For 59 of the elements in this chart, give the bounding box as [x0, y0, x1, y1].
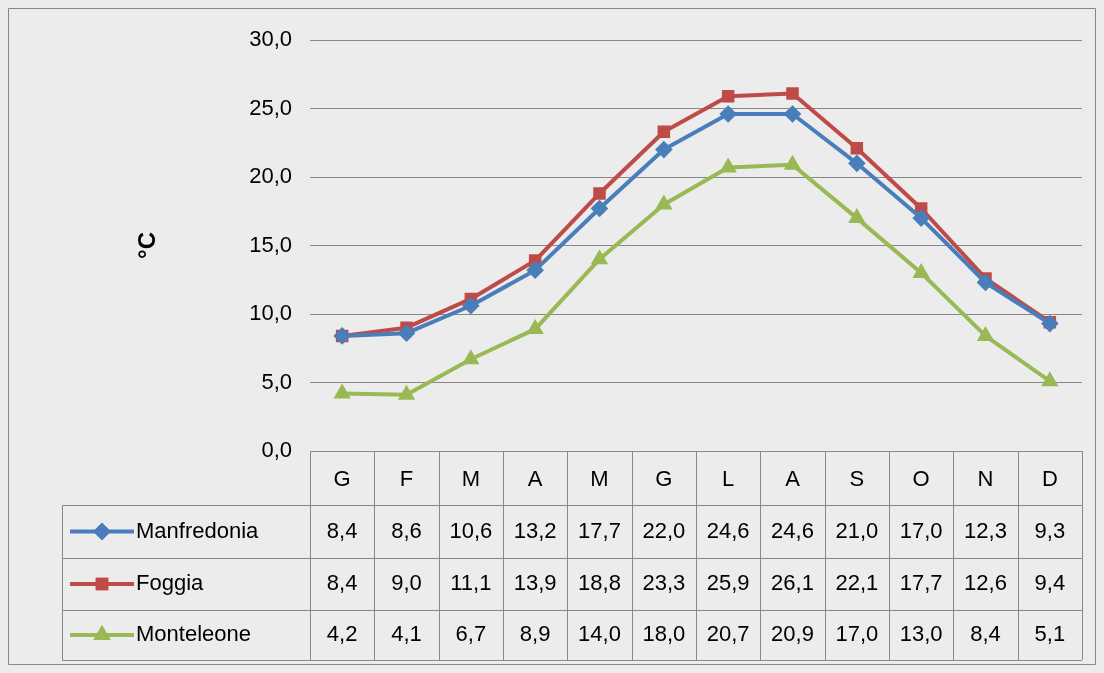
y-tick-label: 15,0: [249, 231, 292, 257]
y-tick-label: 20,0: [249, 163, 292, 189]
x-tick-label: G: [333, 466, 351, 492]
legend-label: Monteleone: [136, 621, 251, 647]
data-label: 22,1: [835, 570, 879, 596]
data-label: 11,1: [450, 570, 492, 596]
data-label: 17,0: [835, 621, 879, 647]
data-label: 4,2: [326, 621, 358, 647]
data-label: 17,0: [899, 517, 943, 543]
y-tick-label: 30,0: [249, 26, 292, 52]
y-tick-label: 5,0: [261, 368, 292, 394]
x-tick-label: O: [912, 466, 930, 492]
data-label: 6,7: [455, 621, 487, 647]
data-label: 24,6: [706, 517, 750, 543]
data-label: 20,7: [706, 621, 750, 647]
x-tick-label: D: [1041, 466, 1058, 492]
data-label: 14,0: [578, 621, 621, 647]
legend-label: Foggia: [136, 570, 205, 596]
x-tick-label: S: [849, 466, 865, 492]
data-label: 5,1: [1034, 621, 1066, 647]
data-label: 21,0: [835, 517, 879, 543]
data-label: 22,0: [642, 517, 686, 543]
x-tick-label: A: [527, 466, 543, 492]
data-label: 9,4: [1034, 570, 1066, 596]
y-tick-label: 10,0: [249, 300, 292, 326]
data-label: 24,6: [771, 517, 814, 543]
data-label: 8,4: [326, 517, 358, 543]
x-tick-label: L: [722, 466, 735, 492]
data-label: 13,2: [513, 517, 557, 543]
data-label: 25,9: [706, 570, 750, 596]
data-label: 17,7: [899, 570, 943, 596]
data-label: 12,3: [964, 517, 1007, 543]
y-tick-label: 0,0: [261, 437, 292, 463]
data-label: 9,0: [391, 570, 422, 596]
y-axis-title: °C: [133, 232, 161, 259]
data-label: 23,3: [642, 570, 686, 596]
data-label: 4,1: [391, 621, 422, 647]
data-label: 12,6: [964, 570, 1007, 596]
data-label: 8,6: [391, 517, 422, 543]
data-label: 10,6: [449, 517, 493, 543]
x-tick-label: F: [399, 466, 414, 492]
data-label: 9,3: [1034, 517, 1066, 543]
data-label: 8,9: [519, 621, 551, 647]
y-tick-label: 25,0: [249, 94, 292, 120]
x-tick-label: M: [461, 466, 480, 492]
data-label: 18,8: [578, 570, 621, 596]
data-label: 18,0: [642, 621, 686, 647]
data-label: 8,4: [326, 570, 358, 596]
x-tick-label: G: [655, 466, 673, 492]
data-label: 26,1: [771, 570, 814, 596]
x-tick-label: N: [977, 466, 994, 492]
data-label: 13,0: [899, 621, 943, 647]
data-label: 8,4: [970, 621, 1001, 647]
data-label: 17,7: [578, 517, 621, 543]
data-label: 20,9: [771, 621, 814, 647]
legend-label: Manfredonia: [136, 517, 260, 543]
x-tick-label: M: [590, 466, 609, 492]
x-tick-label: A: [785, 466, 801, 492]
data-label: 13,9: [513, 570, 557, 596]
